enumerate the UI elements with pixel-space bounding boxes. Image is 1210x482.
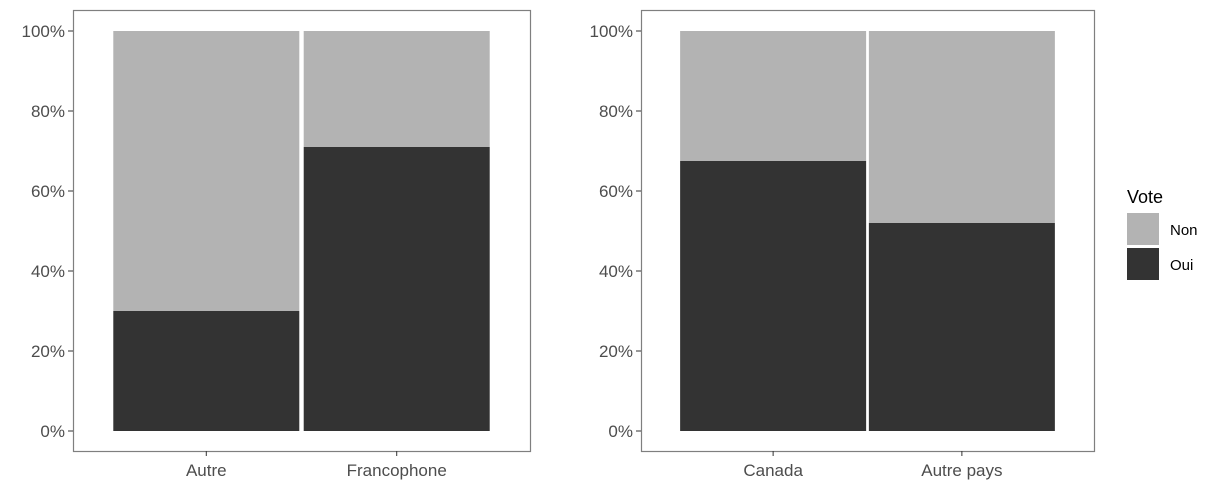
legend-item-oui: Oui bbox=[1127, 248, 1193, 280]
y-tick-label: 80% bbox=[599, 102, 633, 121]
legend-label-non: Non bbox=[1170, 222, 1198, 239]
bar-autre-pays-non bbox=[868, 31, 1055, 223]
y-tick-label: 40% bbox=[31, 262, 65, 281]
bar-autre-non bbox=[113, 31, 300, 311]
bar-autre-oui bbox=[113, 311, 300, 431]
legend-key-oui bbox=[1127, 248, 1159, 280]
panel-border bbox=[72, 9, 532, 453]
y-tick-label: 0% bbox=[40, 422, 65, 441]
bar-canada-oui bbox=[680, 161, 867, 431]
legend-title: Vote bbox=[1127, 187, 1163, 207]
legend-key-non bbox=[1127, 213, 1159, 245]
chart-panel-language: Autre Francophone 0% 20% 40% 60% 80% 100% bbox=[22, 9, 532, 480]
y-tick-label: 40% bbox=[599, 262, 633, 281]
y-tick-label: 100% bbox=[590, 22, 633, 41]
bar-autre-pays-oui bbox=[868, 223, 1055, 431]
y-tick-label: 60% bbox=[31, 182, 65, 201]
y-tick-label: 20% bbox=[599, 342, 633, 361]
y-tick-label: 100% bbox=[22, 22, 65, 41]
bar-canada-non bbox=[680, 31, 867, 161]
x-tick-label-autre-pays: Autre pays bbox=[921, 461, 1002, 480]
x-tick-label-francophone: Francophone bbox=[347, 461, 447, 480]
chart-panel-birthplace: Canada Autre pays 0% 20% 40% 60% 80% 100% bbox=[590, 9, 1096, 480]
bar-francophone-oui bbox=[303, 147, 490, 431]
panel-border bbox=[640, 9, 1096, 453]
y-tick-label: 20% bbox=[31, 342, 65, 361]
bar-francophone-non bbox=[303, 31, 490, 147]
legend-label-oui: Oui bbox=[1170, 257, 1193, 274]
x-tick-label-canada: Canada bbox=[743, 461, 803, 480]
legend-item-non: Non bbox=[1127, 213, 1198, 245]
y-tick-label: 80% bbox=[31, 102, 65, 121]
legend: Vote Non Oui bbox=[1127, 187, 1198, 280]
x-tick-label-autre: Autre bbox=[186, 461, 227, 480]
y-tick-label: 60% bbox=[599, 182, 633, 201]
y-tick-label: 0% bbox=[608, 422, 633, 441]
